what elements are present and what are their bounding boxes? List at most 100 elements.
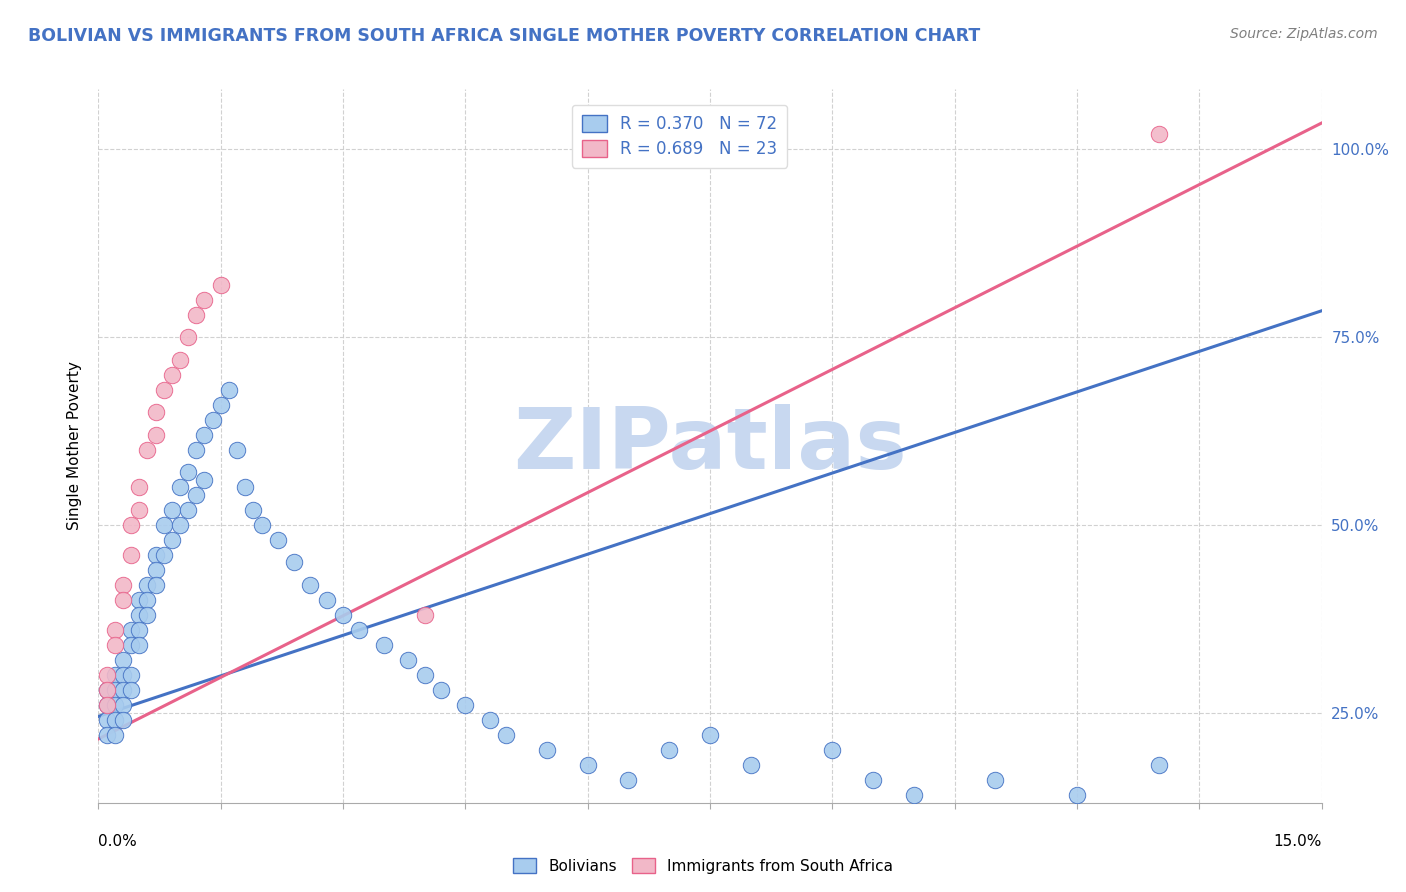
- Point: [104, 698, 127, 713]
- Point: [136, 442, 159, 457]
- Point: [96, 668, 118, 682]
- Point: [96, 698, 118, 713]
- Point: [111, 713, 134, 727]
- Point: [96, 683, 118, 698]
- Point: [169, 480, 191, 494]
- Point: [862, 773, 884, 788]
- Point: [104, 623, 127, 637]
- Point: [160, 503, 183, 517]
- Point: [658, 743, 681, 757]
- Point: [396, 653, 419, 667]
- Point: [454, 698, 477, 713]
- Point: [152, 383, 174, 397]
- Point: [233, 480, 256, 494]
- Point: [104, 728, 127, 742]
- Point: [984, 773, 1007, 788]
- Point: [821, 743, 844, 757]
- Point: [111, 653, 134, 667]
- Point: [120, 683, 142, 698]
- Point: [201, 413, 224, 427]
- Point: [128, 480, 150, 494]
- Point: [120, 517, 142, 532]
- Point: [193, 427, 215, 442]
- Y-axis label: Single Mother Poverty: Single Mother Poverty: [67, 361, 83, 531]
- Legend: Bolivians, Immigrants from South Africa: Bolivians, Immigrants from South Africa: [506, 852, 900, 880]
- Point: [299, 578, 322, 592]
- Point: [699, 728, 721, 742]
- Point: [111, 698, 134, 713]
- Text: BOLIVIAN VS IMMIGRANTS FROM SOUTH AFRICA SINGLE MOTHER POVERTY CORRELATION CHART: BOLIVIAN VS IMMIGRANTS FROM SOUTH AFRICA…: [28, 27, 980, 45]
- Point: [218, 383, 240, 397]
- Text: Source: ZipAtlas.com: Source: ZipAtlas.com: [1230, 27, 1378, 41]
- Point: [120, 548, 142, 562]
- Point: [1147, 758, 1170, 772]
- Point: [193, 473, 215, 487]
- Point: [152, 517, 174, 532]
- Point: [193, 293, 215, 307]
- Point: [145, 578, 167, 592]
- Point: [96, 713, 118, 727]
- Legend: R = 0.370   N = 72, R = 0.689   N = 23: R = 0.370 N = 72, R = 0.689 N = 23: [572, 104, 787, 168]
- Point: [903, 789, 925, 803]
- Point: [349, 623, 371, 637]
- Point: [209, 398, 232, 412]
- Point: [104, 638, 127, 652]
- Point: [332, 607, 354, 622]
- Point: [315, 593, 337, 607]
- Point: [373, 638, 395, 652]
- Point: [177, 503, 200, 517]
- Point: [1066, 789, 1088, 803]
- Point: [478, 713, 501, 727]
- Point: [145, 548, 167, 562]
- Point: [413, 668, 436, 682]
- Text: 15.0%: 15.0%: [1274, 834, 1322, 849]
- Point: [250, 517, 273, 532]
- Point: [209, 277, 232, 292]
- Point: [283, 556, 305, 570]
- Point: [617, 773, 640, 788]
- Point: [145, 563, 167, 577]
- Point: [128, 503, 150, 517]
- Point: [96, 698, 118, 713]
- Point: [96, 683, 118, 698]
- Text: ZIPatlas: ZIPatlas: [513, 404, 907, 488]
- Point: [111, 593, 134, 607]
- Point: [177, 465, 200, 479]
- Point: [413, 607, 436, 622]
- Point: [120, 668, 142, 682]
- Point: [145, 405, 167, 419]
- Point: [136, 593, 159, 607]
- Point: [536, 743, 558, 757]
- Point: [169, 517, 191, 532]
- Point: [152, 548, 174, 562]
- Point: [120, 638, 142, 652]
- Point: [128, 593, 150, 607]
- Point: [495, 728, 517, 742]
- Point: [186, 488, 208, 502]
- Point: [111, 668, 134, 682]
- Point: [104, 683, 127, 698]
- Point: [740, 758, 762, 772]
- Point: [242, 503, 264, 517]
- Point: [111, 578, 134, 592]
- Point: [128, 607, 150, 622]
- Point: [145, 427, 167, 442]
- Point: [104, 668, 127, 682]
- Point: [160, 368, 183, 382]
- Point: [267, 533, 290, 547]
- Point: [128, 638, 150, 652]
- Point: [136, 607, 159, 622]
- Point: [96, 728, 118, 742]
- Point: [120, 623, 142, 637]
- Point: [111, 683, 134, 698]
- Point: [186, 442, 208, 457]
- Point: [136, 578, 159, 592]
- Point: [128, 623, 150, 637]
- Point: [104, 713, 127, 727]
- Point: [160, 533, 183, 547]
- Point: [1147, 128, 1170, 142]
- Point: [177, 330, 200, 344]
- Point: [169, 352, 191, 367]
- Point: [576, 758, 599, 772]
- Point: [186, 308, 208, 322]
